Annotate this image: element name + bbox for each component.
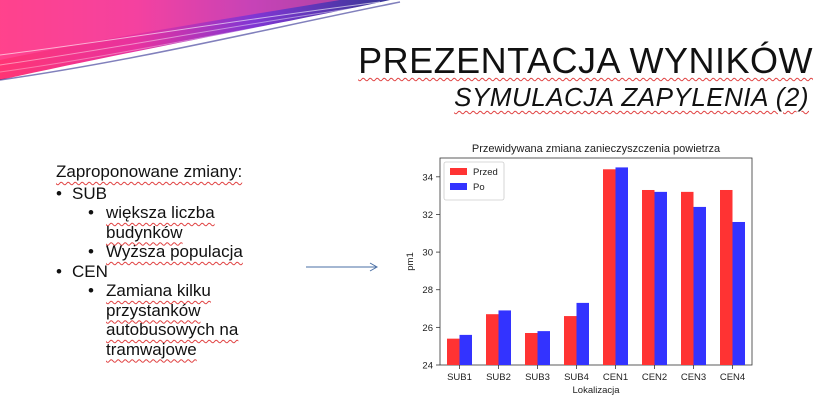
bar-po-cen2 (654, 191, 667, 365)
y-axis-label: pm1 (405, 252, 416, 270)
legend-label: Po (473, 182, 485, 193)
slide-title: PREZENTACJA WYNIKÓW (358, 40, 813, 82)
legend-swatch (450, 183, 467, 190)
bar-po-sub2 (498, 310, 511, 365)
x-tick-label: SUB2 (486, 372, 511, 383)
chart-frame (439, 157, 753, 366)
bullet-subitem-text: Wyższa populacja (106, 242, 243, 261)
y-tick-label: 28 (422, 285, 433, 296)
bullet-intro: Zaproponowane zmiany: (56, 162, 286, 182)
bar-przed-cen3 (681, 191, 694, 365)
bullet-subitem: Wyższa populacja (56, 242, 286, 262)
decorative-swoosh (0, 0, 401, 81)
bar-przed-cen1 (603, 169, 616, 365)
bullet-list: Zaproponowane zmiany: SUB większa liczba… (56, 162, 286, 359)
bar-przed-sub1 (447, 338, 460, 365)
bullet-subitem-text: Zamiana kilku przystanków autobusowych n… (106, 281, 239, 359)
bullet-subitem: Zamiana kilku przystanków autobusowych n… (56, 281, 286, 359)
arrow-connector (306, 262, 379, 272)
chart-title: Przewidywana zmiana zanieczyszczenia pow… (472, 143, 721, 155)
bar-przed-sub2 (486, 314, 499, 365)
bar-po-cen3 (693, 206, 706, 365)
bullet-subitem-text: większa liczba budynków (106, 203, 215, 242)
bar-przed-sub4 (564, 316, 577, 365)
bar-chart: Przewidywana zmiana zanieczyszczenia pow… (405, 143, 753, 396)
x-tick-label: CEN2 (642, 372, 667, 383)
bullet-item-label: SUB (72, 183, 107, 203)
slide-subtitle-text: SYMULACJA ZAPYLENIA (2) (454, 82, 809, 112)
y-tick-label: 34 (422, 172, 433, 183)
bar-po-cen4 (732, 221, 745, 365)
x-tick-label: SUB4 (564, 372, 589, 383)
x-tick-label: CEN1 (603, 372, 628, 383)
bar-po-sub3 (537, 331, 550, 365)
bullet-subitem: większa liczba budynków (56, 203, 286, 242)
x-tick-label: SUB3 (525, 372, 550, 383)
legend-label: Przed (473, 167, 498, 178)
x-tick-label: CEN3 (681, 372, 706, 383)
y-tick-label: 24 (422, 361, 433, 372)
y-tick-label: 26 (422, 323, 433, 334)
bullet-item-sub: SUB (56, 184, 286, 204)
slide-title-text: PREZENTACJA WYNIKÓW (358, 40, 813, 81)
y-tick-label: 32 (422, 210, 433, 221)
bullet-intro-text: Zaproponowane zmiany: (56, 162, 243, 181)
y-tick-label: 30 (422, 248, 433, 259)
x-axis-label: Lokalizacja (573, 385, 621, 396)
bullet-item-label: CEN (72, 261, 108, 281)
x-tick-label: SUB1 (447, 372, 472, 383)
x-tick-label: CEN4 (720, 372, 745, 383)
bar-przed-cen4 (720, 189, 733, 365)
slide-subtitle: SYMULACJA ZAPYLENIA (2) (454, 82, 809, 113)
legend-swatch (450, 168, 467, 175)
bar-po-sub4 (576, 302, 589, 365)
bullet-item-cen: CEN (56, 262, 286, 282)
bar-po-cen1 (615, 167, 628, 365)
bar-po-sub1 (459, 334, 472, 365)
bar-przed-sub3 (525, 333, 538, 365)
bar-przed-cen2 (642, 189, 655, 365)
